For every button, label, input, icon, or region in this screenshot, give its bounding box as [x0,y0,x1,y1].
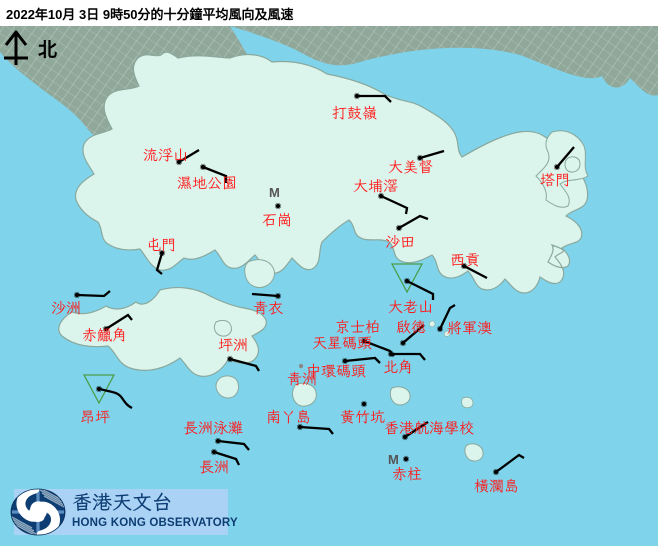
svg-text:坪洲: 坪洲 [218,336,248,355]
svg-text:屯門: 屯門 [146,236,176,255]
svg-text:打鼓嶺: 打鼓嶺 [332,104,377,123]
svg-text:黃竹坑: 黃竹坑 [340,408,385,427]
svg-text:南丫島: 南丫島 [266,408,311,427]
svg-text:大美督: 大美督 [388,158,433,177]
svg-text:大埔滘: 大埔滘 [353,177,398,196]
svg-text:香港天文台: 香港天文台 [72,488,172,515]
svg-text:天星碼頭: 天星碼頭 [312,334,372,353]
svg-text:大老山: 大老山 [388,298,433,317]
svg-text:HONG KONG OBSERVATORY: HONG KONG OBSERVATORY [72,517,238,529]
svg-text:長洲: 長洲 [199,458,229,477]
svg-text:M: M [269,185,280,200]
svg-text:赤柱: 赤柱 [392,465,422,484]
svg-text:長洲泳灘: 長洲泳灘 [183,419,243,438]
svg-text:北: 北 [38,39,57,61]
svg-text:北角: 北角 [383,358,413,377]
svg-text:濕地公園: 濕地公園 [177,174,237,193]
svg-text:將軍澳: 將軍澳 [447,319,492,338]
svg-text:赤鱲角: 赤鱲角 [82,326,127,345]
svg-text:石崗: 石崗 [262,211,292,230]
svg-text:流浮山: 流浮山 [143,146,188,165]
svg-text:沙洲: 沙洲 [51,299,81,318]
svg-text:啟德: 啟德 [396,318,426,337]
svg-text:沙田: 沙田 [385,233,415,252]
svg-text:昂坪: 昂坪 [80,408,110,427]
svg-text:塔門: 塔門 [540,171,570,190]
svg-text:香港航海學校: 香港航海學校 [384,419,474,438]
svg-text:西貢: 西貢 [450,251,480,270]
svg-text:橫瀾島: 橫瀾島 [474,477,519,496]
svg-text:青衣: 青衣 [253,299,283,318]
svg-text:青洲: 青洲 [287,370,317,389]
